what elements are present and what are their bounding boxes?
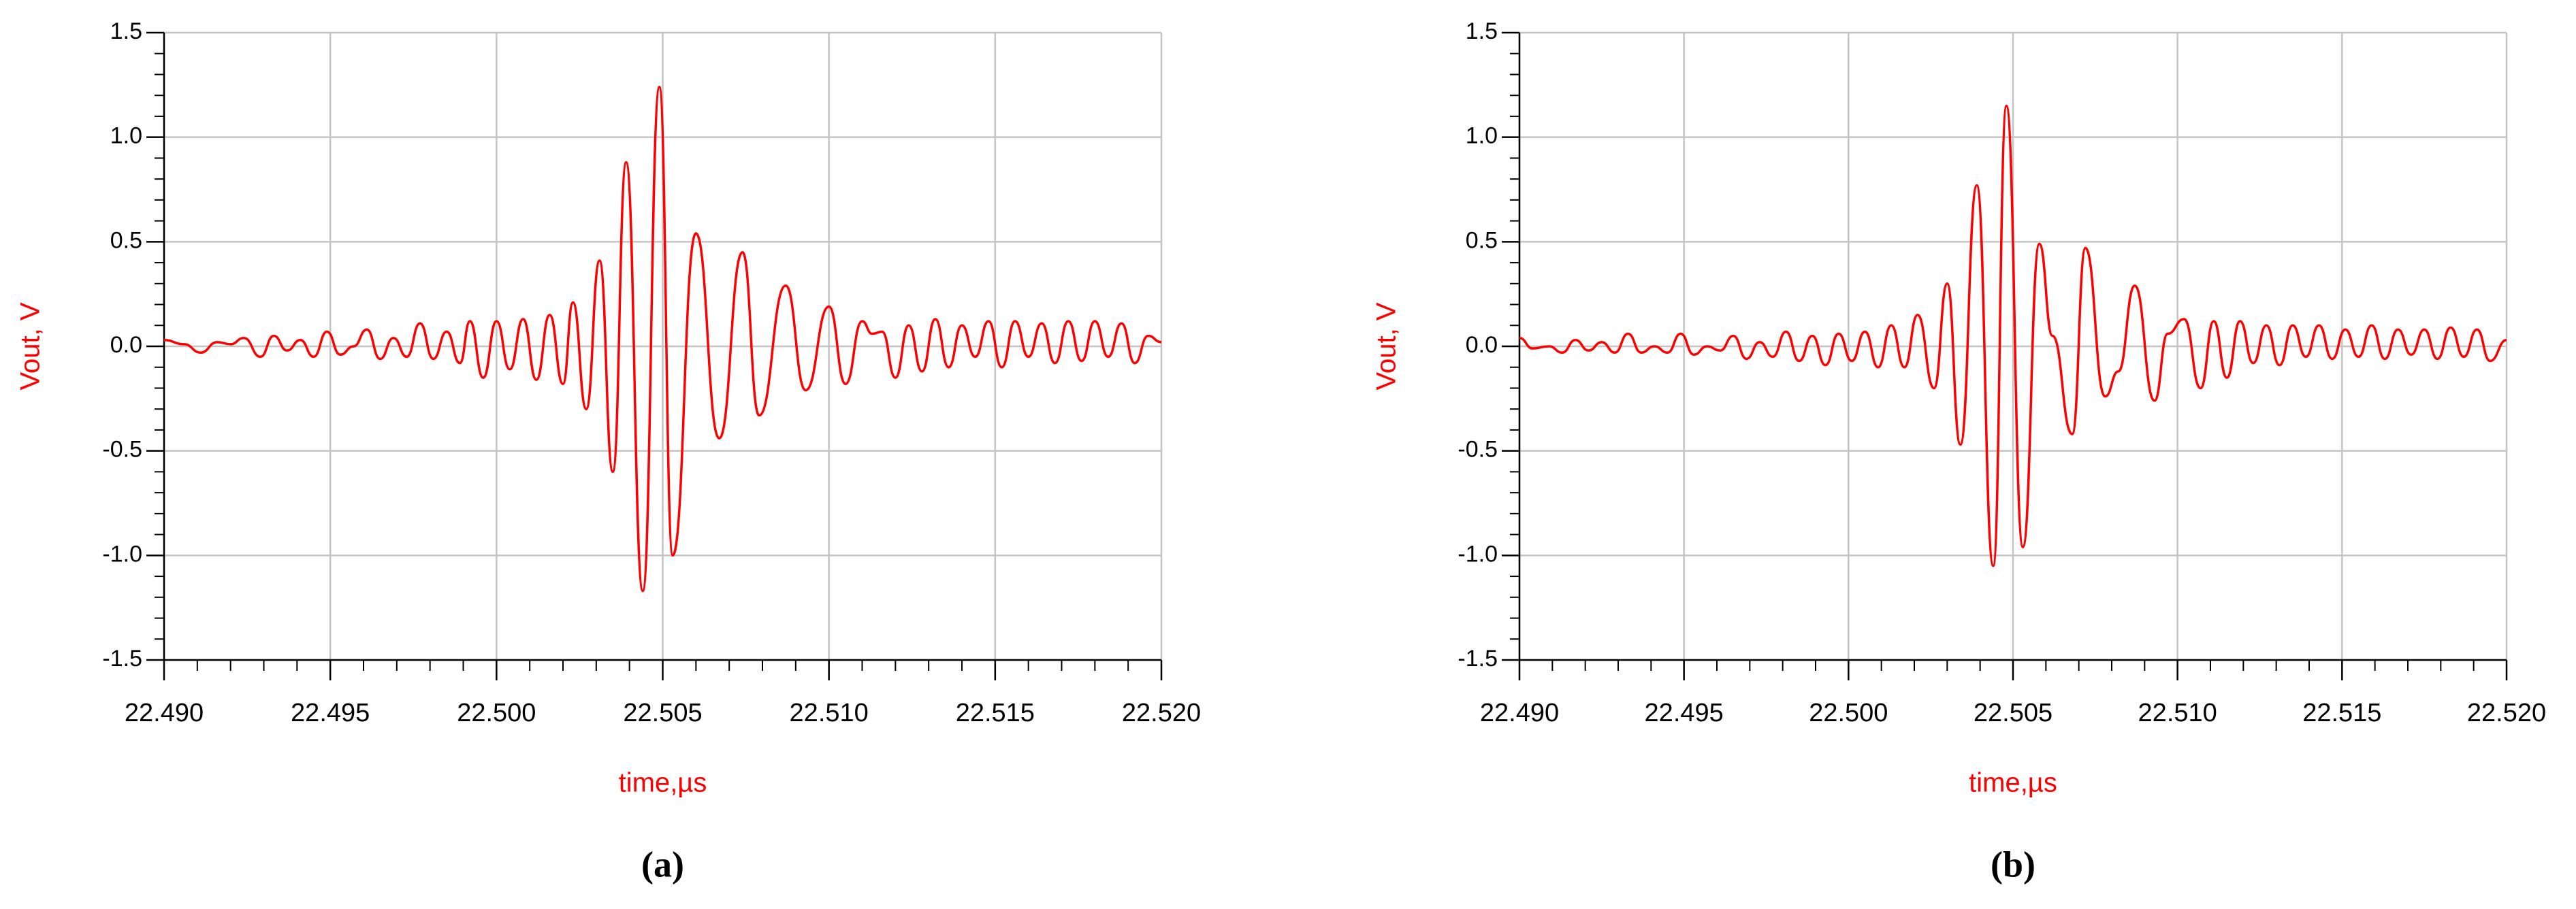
x-tick-label: 22.510 <box>2138 699 2217 727</box>
y-tick-label: -0.5 <box>102 437 142 463</box>
waveform-line <box>1519 104 2507 567</box>
x-tick-label: 22.515 <box>956 699 1035 727</box>
y-axis-label: Vout, V <box>16 302 46 390</box>
x-axis-label: time,µs <box>1969 768 2057 798</box>
x-axis-label: time,µs <box>619 768 707 798</box>
caption: (b) <box>1991 844 2035 885</box>
x-tick-label: 22.505 <box>1974 699 2052 727</box>
x-tick-label: 22.495 <box>1645 699 1724 727</box>
caption: (a) <box>641 844 684 885</box>
y-tick-label: 0.5 <box>110 227 142 253</box>
y-tick-label: -0.5 <box>1458 437 1498 463</box>
y-tick-label: 0.0 <box>1466 332 1498 358</box>
y-tick-label: -1.0 <box>102 541 142 567</box>
x-tick-label: 22.515 <box>2302 699 2381 727</box>
x-tick-label: 22.520 <box>2467 699 2546 727</box>
y-tick-label: 1.0 <box>1466 123 1498 149</box>
y-tick-label: -1.5 <box>1458 646 1498 672</box>
y-tick-label: 0.5 <box>1466 227 1498 253</box>
x-tick-label: 22.500 <box>457 699 536 727</box>
x-tick-label: 22.520 <box>1122 699 1201 727</box>
y-tick-label: 1.5 <box>110 18 142 44</box>
x-tick-label: 22.500 <box>1809 699 1888 727</box>
y-tick-label: 0.0 <box>110 332 142 358</box>
x-tick-label: 22.505 <box>623 699 702 727</box>
y-tick-label: -1.0 <box>1458 541 1498 567</box>
x-tick-label: 22.490 <box>125 699 204 727</box>
y-tick-label: -1.5 <box>102 646 142 672</box>
y-tick-label: 1.5 <box>1466 18 1498 44</box>
waveform-line <box>163 86 1162 593</box>
x-tick-label: 22.510 <box>790 699 869 727</box>
x-tick-label: 22.490 <box>1480 699 1559 727</box>
x-tick-label: 22.495 <box>291 699 370 727</box>
y-tick-label: 1.0 <box>110 123 142 149</box>
y-axis-label: Vout, V <box>1372 302 1402 390</box>
